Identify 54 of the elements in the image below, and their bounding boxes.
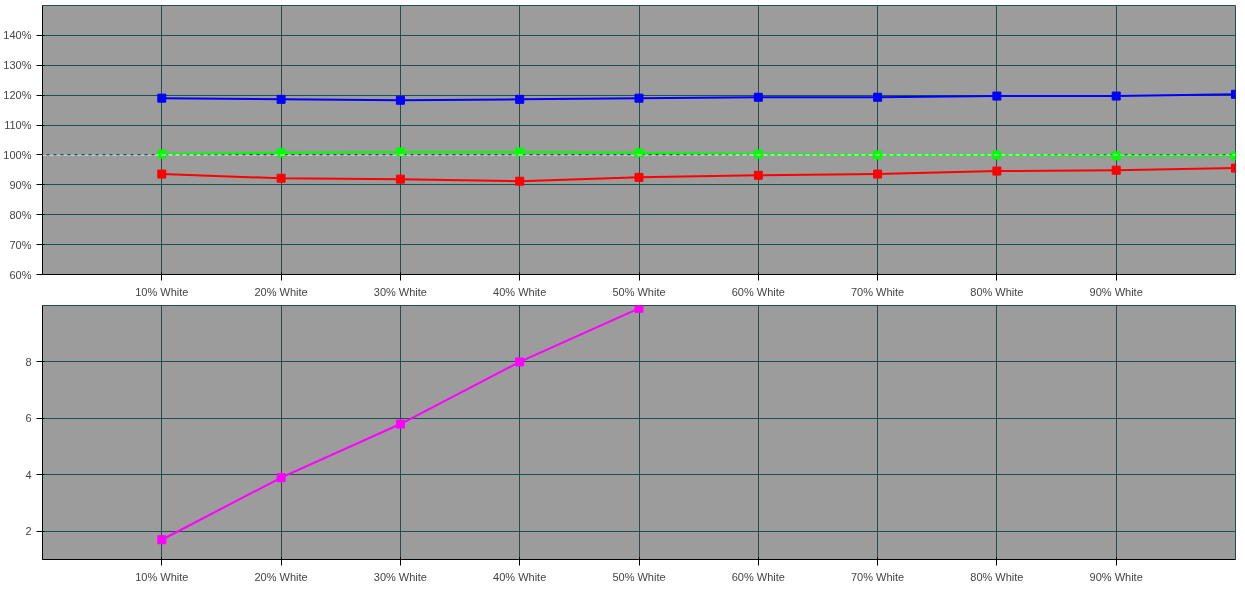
point [634, 305, 644, 313]
point [276, 94, 286, 104]
point [276, 473, 286, 483]
y-tick-label: 130% [3, 59, 32, 72]
y-tick-label: 80% [9, 208, 32, 221]
point [395, 419, 405, 429]
y-tick-label: 90% [9, 178, 32, 191]
x-tick-label: 10% White [135, 285, 189, 298]
y-tick-label: 110% [4, 119, 32, 132]
y-tick-label: 8 [25, 355, 32, 368]
x-tick-label: 90% White [1089, 285, 1143, 298]
x-tick-label: 30% White [373, 285, 428, 298]
x-tick-label: 90% White [1089, 570, 1143, 583]
x-tick-label: 40% White [493, 285, 547, 298]
point [873, 169, 883, 179]
x-tick-label: 60% White [731, 570, 785, 583]
y-tick-label: 60% [9, 268, 32, 281]
point [157, 169, 167, 179]
point [634, 93, 644, 103]
y-tick-label: 2 [25, 525, 32, 538]
point [992, 91, 1002, 101]
x-tick-label: 60% White [731, 285, 785, 298]
point [873, 92, 883, 102]
point [395, 95, 405, 105]
x-tick-label: 80% White [970, 285, 1024, 298]
y-tick-label: 140% [3, 29, 32, 42]
x-tick-label: 20% White [254, 285, 308, 298]
point [157, 535, 167, 545]
y-tick-label: 6 [25, 412, 32, 425]
y-tick-label: 100% [3, 148, 32, 161]
point [753, 170, 763, 180]
point [515, 176, 525, 186]
x-tick-label: 20% White [254, 570, 308, 583]
point [157, 93, 167, 103]
point [992, 166, 1002, 176]
x-tick-label: 40% White [493, 570, 547, 583]
point [634, 172, 644, 182]
point [515, 357, 525, 367]
x-tick-label: 80% White [970, 570, 1024, 583]
point [395, 174, 405, 184]
x-tick-label: 70% White [851, 570, 905, 583]
x-tick-label: 50% White [612, 570, 666, 583]
point [1111, 165, 1121, 175]
y-tick-label: 70% [9, 238, 32, 251]
x-tick-label: 30% White [373, 570, 428, 583]
x-tick-label: 10% White [135, 570, 189, 583]
point [276, 173, 286, 183]
point [515, 94, 525, 104]
y-tick-label: 120% [3, 89, 32, 102]
x-tick-label: 70% White [851, 285, 905, 298]
point [1111, 91, 1121, 101]
x-tick-label: 50% White [612, 285, 666, 298]
y-tick-label: 4 [25, 468, 32, 481]
point [753, 92, 763, 102]
